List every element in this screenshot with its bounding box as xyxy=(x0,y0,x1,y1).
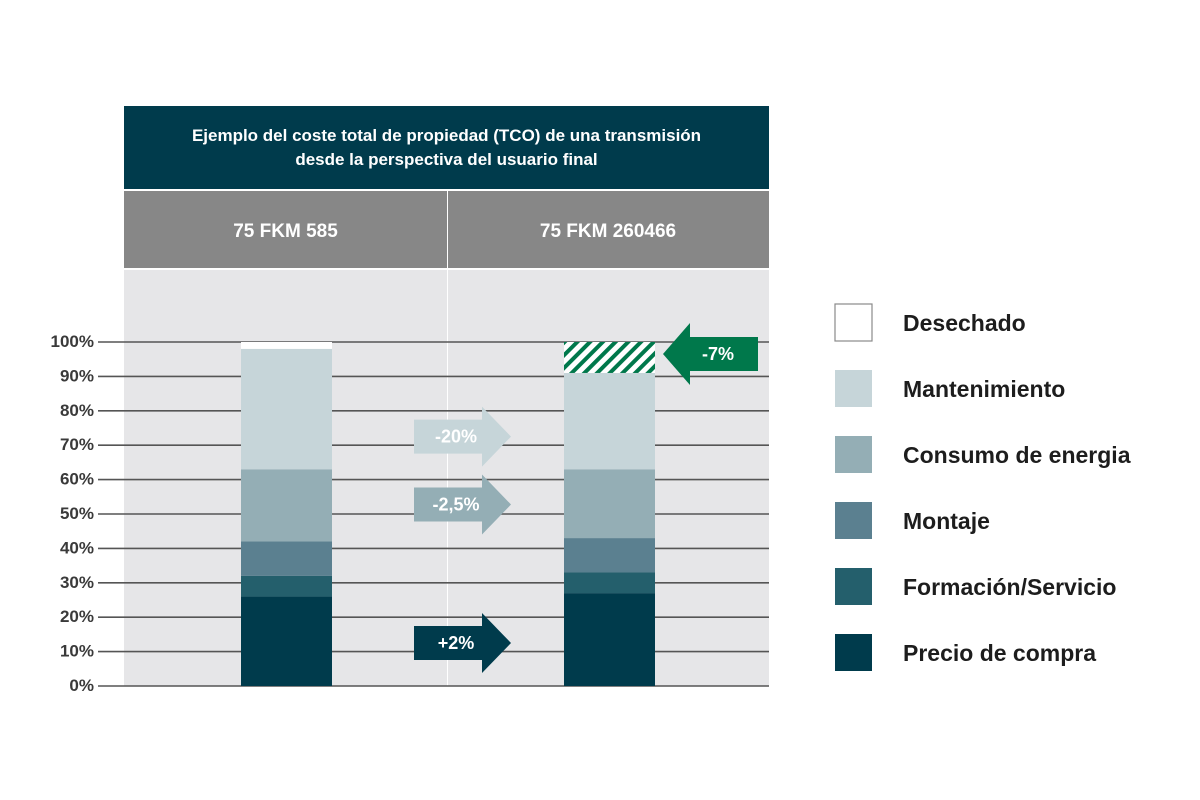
bar-segment-formaci-n-servicio xyxy=(241,575,332,597)
bar-segment-precio-de-compra xyxy=(564,593,655,686)
bar-segment-mantenimiento xyxy=(241,348,332,470)
arrow-shape xyxy=(414,474,511,535)
legend-swatch xyxy=(835,370,872,407)
bar-segment-desechado xyxy=(241,342,332,349)
plot-divider xyxy=(447,270,448,686)
legend-label: Mantenimiento xyxy=(903,376,1065,402)
arrow-label: -7% xyxy=(702,344,734,364)
bar-segment-montaje xyxy=(564,538,655,573)
bar-segment-montaje xyxy=(241,541,332,576)
y-tick-label: 100% xyxy=(51,332,94,351)
legend-label: Precio de compra xyxy=(903,640,1096,666)
y-tick-label: 60% xyxy=(60,470,94,489)
bar-segment-precio-de-compra xyxy=(241,596,332,686)
y-tick-label: 30% xyxy=(60,573,94,592)
bar-segment-consumo-de-energia xyxy=(241,469,332,542)
column-header-divider xyxy=(447,191,448,268)
plot-area xyxy=(124,270,769,686)
chart-title-line: desde la perspectiva del usuario final xyxy=(295,150,597,169)
arrow-label: -20% xyxy=(435,427,477,447)
y-tick-label: 90% xyxy=(60,366,94,385)
column-header-label: 75 FKM 260466 xyxy=(540,221,676,242)
arrow-shape xyxy=(663,323,758,386)
legend-swatch xyxy=(835,502,872,539)
column-header-label: 75 FKM 585 xyxy=(233,221,338,242)
bar-segment-consumo-de-energia xyxy=(564,469,655,539)
y-tick-label: 0% xyxy=(69,676,94,695)
y-tick-label: 40% xyxy=(60,538,94,557)
arrow-label: -2,5% xyxy=(432,495,479,515)
arrow-shape xyxy=(414,613,511,673)
y-tick-label: 10% xyxy=(60,642,94,661)
title-box xyxy=(124,106,769,189)
arrow-label: +2% xyxy=(438,633,475,653)
bar-segment-formaci-n-servicio xyxy=(564,572,655,594)
y-tick-label: 20% xyxy=(60,607,94,626)
legend-swatch xyxy=(834,303,873,342)
legend-label: Desechado xyxy=(903,310,1026,336)
bar-segment-mantenimiento xyxy=(564,372,655,470)
arrow-shape xyxy=(414,406,511,467)
y-tick-label: 80% xyxy=(60,401,94,420)
legend-swatch xyxy=(835,436,872,473)
legend-swatch xyxy=(835,634,872,671)
saving-segment xyxy=(564,342,655,373)
chart-title-line: Ejemplo del coste total de propiedad (TC… xyxy=(192,126,701,145)
legend-label: Consumo de energia xyxy=(903,442,1131,468)
legend-label: Montaje xyxy=(903,508,990,534)
column-header-bar xyxy=(124,191,769,268)
legend-swatch xyxy=(835,568,872,605)
y-tick-label: 70% xyxy=(60,435,94,454)
y-tick-label: 50% xyxy=(60,504,94,523)
legend-label: Formación/Servicio xyxy=(903,574,1116,600)
